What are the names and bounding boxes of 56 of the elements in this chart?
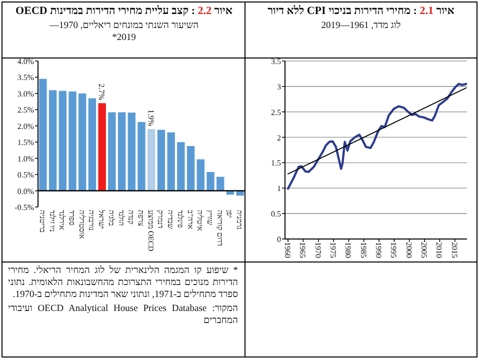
x-tick-label: 2010 [434, 242, 444, 258]
y-tick-label: 0 [277, 235, 281, 244]
bar [48, 90, 57, 191]
chart-subtitle: לוג מדד, 1961—2019 [320, 20, 402, 32]
bar [88, 98, 96, 191]
chart-subtitle: השיעור השנתי במונחים ריאליים, 1970—2019* [48, 20, 200, 44]
text: המקור: OECD Analytical House Prices Database ועיבודי המחברים [8, 303, 238, 327]
bar [128, 112, 136, 191]
bar [157, 130, 166, 191]
x-tick-label: 1975 [328, 242, 338, 258]
line-series [286, 82, 468, 190]
y-tick-label: 3.5 [271, 57, 281, 66]
y-tick-label: 1.5% [17, 138, 34, 148]
y-tick-label: 0.5 [271, 210, 281, 219]
y-tick-label: 2.0% [17, 122, 34, 131]
bar [68, 92, 76, 191]
x-tick-label: 1965 [298, 242, 308, 258]
bar [206, 172, 214, 191]
bar [196, 159, 204, 191]
y-tick-label: 1 [277, 184, 281, 194]
y-tick-label: 2.5 [271, 108, 281, 117]
bar [108, 112, 116, 191]
x-tick-label: 1990 [374, 242, 384, 258]
x-tick-label: 2000 [404, 242, 414, 258]
bar [138, 122, 146, 191]
bar [177, 142, 185, 191]
x-tick-label: 1970 [313, 242, 322, 258]
bar [39, 78, 47, 191]
bar [58, 90, 66, 191]
y-tick-label: 0.0% [17, 186, 34, 196]
y-tick-label: 1.0% [17, 154, 34, 164]
y-tick-label: 0.5% [17, 170, 34, 180]
bar [148, 129, 156, 191]
y-tick-label: 2.5% [17, 106, 34, 115]
y-tick-label: -0.5% [14, 203, 34, 212]
x-tick-label: 2015 [450, 242, 459, 258]
bar [98, 103, 106, 191]
bar [78, 93, 86, 191]
bar [216, 176, 224, 191]
data-label: 1.9% [146, 109, 156, 126]
bar [118, 112, 126, 191]
x-tick-label: 1960 [283, 242, 292, 258]
x-tick-label: 2005 [420, 242, 429, 258]
x-tick-label: 1985 [358, 242, 368, 258]
y-tick-label: 1.5 [271, 158, 281, 168]
text: * שיפוע קו המגמה הלינארית של לוג המחיר הריאלי. מחירי הדירות מנוכים במחירי התצרוכת מהחשבונאות הלאומית. נתוני ספרד מתחילים ב-1971, ונתוני שאר המדינות מתחילים ב-1970. [8, 265, 238, 301]
x-tick-label: 1980 [344, 242, 353, 258]
data-label: 2.7% [97, 84, 106, 101]
x-tick-label: 1995 [389, 242, 398, 258]
y-tick-label: 4.0% [17, 57, 34, 66]
y-tick-label: 3.0% [17, 89, 34, 98]
bar [167, 132, 175, 191]
y-tick-label: 2 [277, 133, 281, 142]
y-tick-label: 3 [277, 82, 281, 92]
y-tick-label: 3.5% [17, 73, 34, 82]
bar [186, 146, 195, 191]
